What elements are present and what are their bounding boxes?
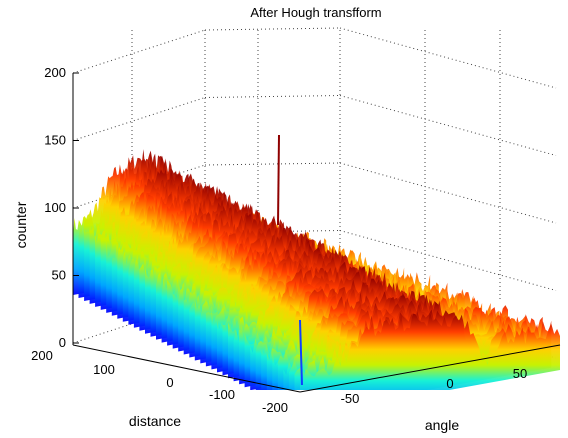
grid-line <box>339 95 557 156</box>
z-tick-label: 0 <box>59 335 66 350</box>
valley-spike <box>299 319 303 386</box>
grid-line <box>72 29 206 74</box>
distance-tick-label: 100 <box>93 362 115 377</box>
tick-layer: 0 50 100 150 200 200 100 0 -100 -200 -50 0 50 <box>31 65 527 415</box>
distance-tick-label: 0 <box>166 375 173 390</box>
grid-line <box>204 27 341 31</box>
z-axis-label: counter <box>13 201 29 248</box>
axis-box <box>72 73 561 393</box>
grid-line <box>204 230 341 233</box>
z-tick-label: 150 <box>44 133 66 148</box>
distance-axis-line <box>72 344 301 393</box>
distance-tick-label: -100 <box>209 387 235 402</box>
z-tick-label: 50 <box>52 268 66 283</box>
surface-strip <box>300 313 560 390</box>
grid-line <box>72 97 206 141</box>
grid-line <box>339 27 557 89</box>
x-axis-label: distance <box>129 413 181 429</box>
distance-tick-label: -200 <box>262 400 288 415</box>
surface-layer <box>73 134 560 390</box>
angle-axis-line <box>299 344 561 393</box>
angle-tick-label: 50 <box>513 366 527 381</box>
angle-tick-label: 0 <box>446 376 453 391</box>
z-tick-label: 200 <box>44 65 66 80</box>
grid-line <box>339 162 557 224</box>
peak-spike <box>277 134 280 226</box>
y-axis-label: angle <box>425 417 459 433</box>
chart-title: After Hough transfform <box>250 5 381 20</box>
grid-line <box>204 162 341 166</box>
grid-line <box>204 95 341 98</box>
angle-tick-label: -50 <box>341 391 360 406</box>
grid-line <box>339 230 557 291</box>
distance-tick-label: 200 <box>31 348 53 363</box>
z-tick-label: 100 <box>44 200 66 215</box>
